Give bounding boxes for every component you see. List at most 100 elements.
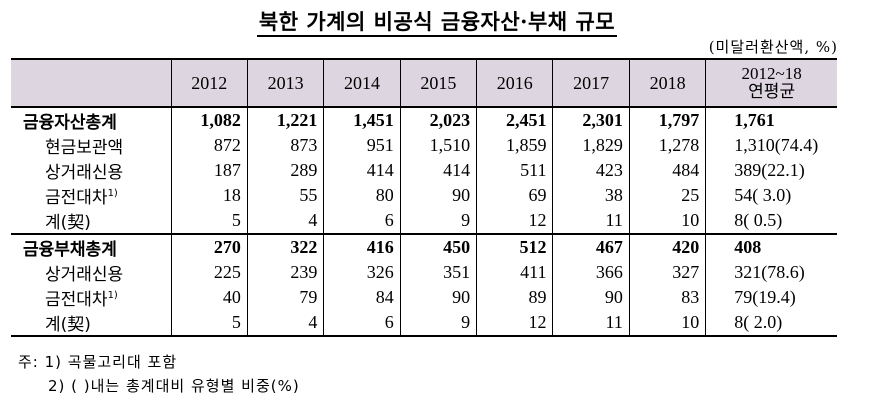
row-label: 상거래신용 [11,260,171,285]
value-cell: 1,221 [246,107,324,133]
header-year: 2016 [476,58,553,108]
row-label: 현금보관액 [11,133,171,158]
value-cell: 187 [170,158,248,183]
average-cell: 8( 2.0) [705,310,837,337]
header-year: 2012 [170,58,248,108]
value-cell: 1,859 [476,133,553,158]
value-cell: 12 [476,310,553,337]
average-cell: 8( 0.5) [705,208,837,235]
average-cell: 1,310(74.4) [705,133,837,158]
value-cell: 11 [552,310,630,337]
value-cell: 6 [323,208,401,235]
value-cell: 289 [246,158,324,183]
value-cell: 5 [170,208,248,235]
header-blank [11,58,172,108]
row-label: 금전대차1) [11,285,171,310]
row-label: 금전대차1) [11,183,171,208]
value-cell: 484 [628,158,706,183]
value-cell: 225 [170,260,248,285]
value-cell: 327 [628,260,706,285]
average-cell: 54( 3.0) [705,183,837,208]
header-average-label: 연평균 [748,82,796,101]
value-cell: 1,451 [323,107,401,133]
average-cell: 79(19.4) [705,285,837,310]
footnote-1: 주: 1) 곡물고리대 포함 [18,353,178,371]
row-label-text: 금융자산총계 [23,113,117,133]
value-cell: 80 [323,183,401,208]
value-cell: 1,829 [552,133,630,158]
value-cell: 322 [246,234,324,260]
value-cell: 10 [628,208,706,235]
value-cell: 6 [323,310,401,337]
average-cell: 389(22.1) [705,158,837,183]
value-cell: 40 [170,285,248,310]
finance-table: 2012 2013 2014 2015 2016 2017 2018 2012~… [11,58,837,337]
average-cell: 1,761 [705,107,837,133]
value-cell: 12 [476,208,553,235]
value-cell: 10 [628,310,706,337]
header-row: 2012 2013 2014 2015 2016 2017 2018 2012~… [11,58,837,108]
value-cell: 9 [399,310,477,337]
header-year: 2017 [552,58,630,108]
row-label-text: 상거래신용 [45,265,124,285]
header-year: 2018 [628,58,706,108]
value-cell: 69 [476,183,553,208]
row-label-text: 금융부채총계 [23,240,117,260]
unit-note: (미달러환산액, %) [708,38,838,56]
row-label-text: 금전대차 [45,290,108,310]
value-cell: 2,451 [476,107,553,133]
value-cell: 416 [323,234,401,260]
value-cell: 873 [246,133,324,158]
value-cell: 90 [399,285,477,310]
value-cell: 423 [552,158,630,183]
value-cell: 326 [323,260,401,285]
value-cell: 2,023 [399,107,477,133]
row-label-text: 계(契) [45,315,91,335]
value-cell: 1,278 [628,133,706,158]
value-cell: 83 [628,285,706,310]
row-label-text: 금전대차 [45,188,108,208]
row-label: 계(契) [11,208,172,235]
table-row: 상거래신용 225 239 326 351 411 366 327 321(78.6) [11,260,837,285]
footnotes: 주: 1) 곡물고리대 포함 2) ( )내는 총계대비 유형별 비중(%) [18,350,300,398]
value-cell: 420 [628,234,706,260]
value-cell: 366 [552,260,630,285]
value-cell: 90 [399,183,477,208]
header-year: 2013 [246,58,324,108]
row-label: 금융자산총계 [11,107,171,133]
table-row: 금융자산총계 1,082 1,221 1,451 2,023 2,451 2,301 1,79… [11,107,837,133]
header-average: 2012~18 연평균 [705,58,837,108]
value-cell: 84 [323,285,401,310]
value-cell: 411 [476,260,553,285]
value-cell: 89 [476,285,553,310]
table-row: 금전대차1) 40 79 84 90 89 90 83 79(19.4) [11,285,837,310]
value-cell: 79 [246,285,324,310]
value-cell: 5 [170,310,248,337]
value-cell: 9 [399,208,477,235]
footnote-marker: 1) [107,290,118,301]
row-label: 금융부채총계 [11,234,171,260]
row-label-text: 현금보관액 [45,138,124,158]
value-cell: 511 [476,158,553,183]
header-year: 2014 [323,58,401,108]
value-cell: 25 [628,183,706,208]
value-cell: 414 [399,158,477,183]
footnote-2: 2) ( )내는 총계대비 유형별 비중(%) [48,377,300,395]
value-cell: 1,510 [399,133,477,158]
table-row: 계(契) 5 4 6 9 12 11 10 8( 0.5) [11,208,837,235]
table-row: 상거래신용 187 289 414 414 511 423 484 389(22.1) [11,158,837,183]
row-label: 상거래신용 [11,158,171,183]
row-label-text: 계(契) [45,213,91,233]
value-cell: 1,082 [170,107,248,133]
value-cell: 467 [552,234,630,260]
value-cell: 4 [246,310,324,337]
value-cell: 18 [170,183,248,208]
value-cell: 55 [246,183,324,208]
row-label-text: 상거래신용 [45,163,124,183]
value-cell: 90 [552,285,630,310]
value-cell: 2,301 [552,107,630,133]
value-cell: 951 [323,133,401,158]
header-average-range: 2012~18 [741,64,802,83]
footnote-marker: 1) [107,188,118,199]
value-cell: 512 [476,234,553,260]
